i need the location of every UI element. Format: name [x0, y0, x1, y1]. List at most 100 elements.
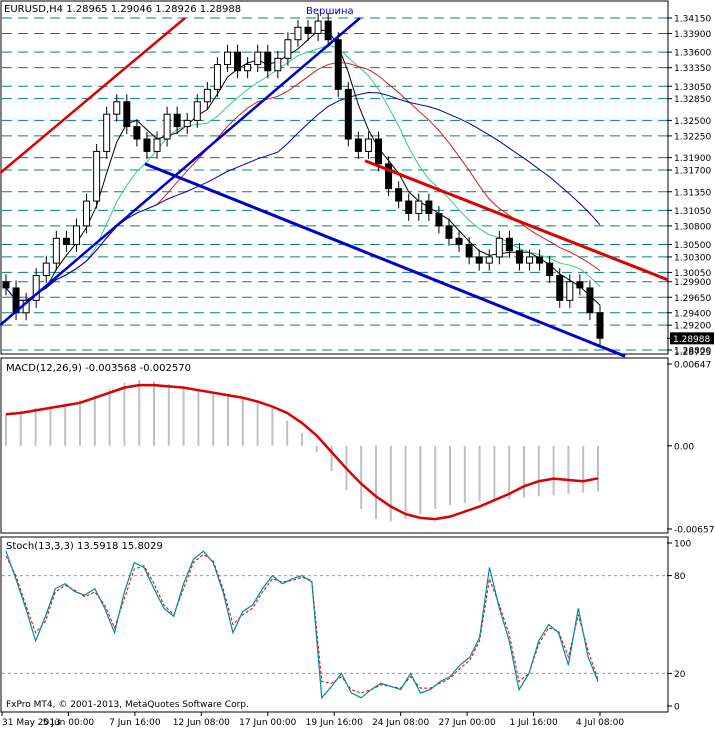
current-price-label: 1.28988 — [673, 335, 710, 345]
stoch-group: 100 80 20 0 — [2, 540, 691, 713]
macd-group: 0.00647 0.00 -0.006579 — [5, 361, 715, 536]
candle-body — [576, 281, 584, 289]
time-tick-label: 19 Jun 16:00 — [306, 718, 363, 728]
candle-body — [596, 312, 604, 339]
ascending-trend-line — [0, 17, 361, 327]
price-tick-label: 1.30300 — [674, 253, 711, 263]
stoch-tick-label: 20 — [674, 670, 686, 680]
time-tick-label: 12 Jun 08:00 — [173, 718, 230, 728]
stoch-pane-frame — [0, 536, 669, 713]
candle-body — [526, 256, 534, 264]
candle-body — [385, 163, 393, 190]
price-pane-frame — [0, 0, 669, 355]
candle-body — [244, 64, 252, 72]
ma-long-line — [5, 91, 601, 301]
peak-annotation: Вершина — [306, 6, 354, 17]
price-tick-label: 1.31050 — [674, 207, 711, 217]
price-tick-label: 1.30050 — [674, 269, 711, 279]
candle-body — [234, 51, 242, 72]
stoch-main-line — [5, 550, 599, 700]
price-tick-label: 1.33900 — [674, 30, 711, 40]
macd-signal-line — [5, 383, 599, 521]
candle-body — [72, 225, 80, 246]
candle-body — [586, 287, 594, 314]
price-tick-label: 1.34150 — [674, 15, 711, 25]
candle-body — [264, 51, 272, 72]
macd-tick-label: 0.00647 — [674, 361, 711, 371]
price-tick-label: 1.31900 — [674, 154, 711, 164]
candle-body — [455, 237, 463, 246]
candles-group — [2, 13, 604, 346]
candle-body — [375, 138, 383, 165]
price-tick-label: 1.32850 — [674, 95, 711, 105]
candle-body — [354, 138, 362, 152]
time-tick-label: 5 Jun 00:00 — [43, 718, 95, 728]
price-tick-label: 1.32500 — [674, 117, 711, 127]
candle-body — [62, 237, 70, 246]
candle-body — [556, 275, 564, 301]
price-tick-label: 1.33050 — [674, 83, 711, 93]
time-tick-label: 4 Jul 08:00 — [576, 718, 625, 728]
copyright-footer: FxPro MT4, © 2001-2013, MetaQuotes Softw… — [6, 700, 249, 710]
current-price-box — [670, 332, 714, 345]
time-tick-label: 27 Jun 00:00 — [439, 718, 496, 728]
price-tick-label: 1.28725 — [674, 348, 711, 358]
time-tick-label: 7 Jun 16:00 — [109, 718, 161, 728]
price-axis-group: 1.34150 1.33900 1.33600 1.33350 1.33050 1.328… — [667, 15, 714, 358]
macd-label: MACD(12,26,9) -0.003568 -0.002570 — [6, 363, 191, 374]
candle-body — [213, 64, 221, 90]
stoch-tick-label: 80 — [674, 572, 686, 582]
price-tick-label: 1.33350 — [674, 64, 711, 74]
candle-body — [203, 88, 211, 103]
candle-body — [193, 101, 201, 121]
candle-body — [163, 113, 171, 140]
trend-lines-group — [0, 17, 669, 358]
candle-body — [314, 20, 322, 35]
candle-body — [395, 188, 403, 202]
candle-body — [425, 200, 433, 214]
time-tick-label: 24 Jun 08:00 — [372, 718, 429, 728]
descending-resistance-line — [364, 159, 669, 282]
candle-body — [42, 262, 50, 277]
ascending-channel-line — [0, 17, 186, 175]
candle-body — [505, 237, 513, 252]
candle-body — [52, 237, 60, 264]
macd-tick-label: 0.00 — [674, 442, 694, 452]
candle-body — [515, 250, 523, 264]
candle-body — [364, 138, 372, 152]
candle-body — [445, 225, 453, 239]
candle-body — [324, 20, 332, 41]
candle-body — [133, 126, 141, 140]
candle-body — [83, 200, 91, 227]
price-tick-label: 1.29200 — [674, 322, 711, 332]
price-tick-label: 1.30800 — [674, 222, 711, 232]
macd-tick-label: -0.006579 — [674, 526, 715, 536]
candle-body — [334, 39, 342, 90]
candle-body — [566, 281, 574, 301]
candle-body — [294, 26, 302, 41]
time-tick-label: 17 Jun 00:00 — [239, 718, 296, 728]
stoch-signal-line — [5, 553, 599, 694]
price-tick-label: 1.32250 — [674, 132, 711, 142]
candle-body — [304, 26, 312, 35]
price-tick-label: 1.33600 — [674, 49, 711, 59]
candle-body — [485, 256, 493, 264]
candle-body — [143, 138, 151, 152]
price-tick-label: 1.29650 — [674, 294, 711, 304]
price-tick-label: 1.31350 — [674, 188, 711, 198]
candle-body — [284, 39, 292, 59]
candle-body — [536, 256, 544, 264]
candle-body — [344, 88, 352, 140]
stoch-tick-label: 100 — [674, 540, 691, 550]
candle-body — [475, 256, 483, 264]
candle-body — [415, 200, 423, 214]
candle-body — [546, 262, 554, 277]
time-tick-label: 1 Jul 16:00 — [509, 718, 558, 728]
price-tick-label: 1.28800 — [674, 347, 711, 357]
candle-body — [153, 138, 161, 152]
candle-body — [223, 51, 231, 66]
candle-body — [103, 113, 111, 152]
candle-body — [32, 275, 40, 301]
candle-body — [93, 150, 101, 202]
